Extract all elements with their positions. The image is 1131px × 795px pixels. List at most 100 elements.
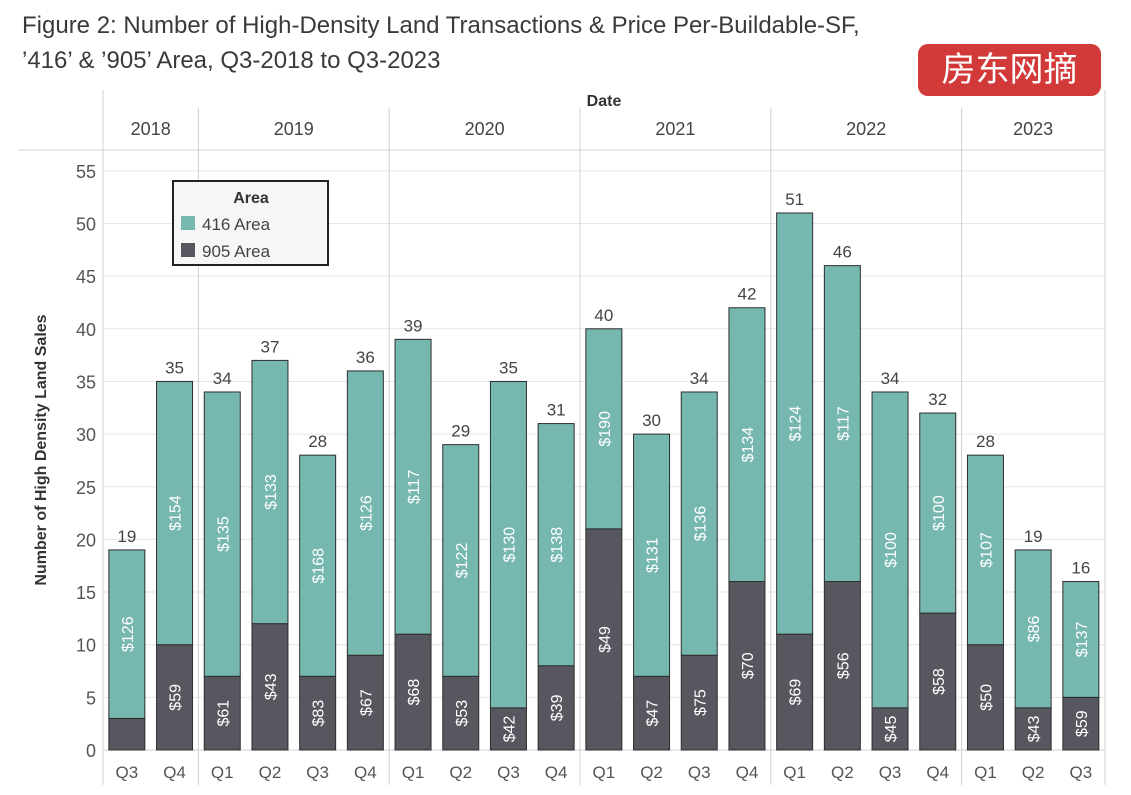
quarter-label: Q4 xyxy=(354,763,377,782)
bar-416-area xyxy=(251,359,289,625)
y-axis-title: Number of High Density Land Sales xyxy=(33,314,50,585)
bar-905-area xyxy=(442,675,480,751)
legend-label-905: 905 Area xyxy=(202,242,271,261)
quarter-label: Q2 xyxy=(449,763,472,782)
price-label-416: $117 xyxy=(835,406,852,441)
bar-total-label: 37 xyxy=(260,337,279,356)
quarter-label: Q1 xyxy=(593,763,616,782)
bar-905-area xyxy=(251,623,289,751)
bar-416-area xyxy=(1062,581,1100,698)
bar-total-label: 28 xyxy=(976,432,995,451)
bar-total-label: 19 xyxy=(117,527,136,546)
bar-416-area xyxy=(203,391,241,677)
bar-total-label: 42 xyxy=(737,285,756,304)
bar-905-area xyxy=(1062,696,1100,751)
quarter-label: Q3 xyxy=(497,763,520,782)
y-tick-label: 20 xyxy=(76,530,96,550)
y-tick-label: 5 xyxy=(86,688,96,708)
price-label-416: $190 xyxy=(597,411,614,447)
price-label-905: $39 xyxy=(549,694,566,721)
year-label: 2018 xyxy=(131,119,171,139)
price-label-416: $100 xyxy=(883,532,900,568)
price-label-905: $43 xyxy=(1026,715,1043,742)
bar-905-area xyxy=(823,581,861,751)
price-label-905: $75 xyxy=(692,689,709,716)
year-label: 2019 xyxy=(274,119,314,139)
price-label-905: $45 xyxy=(883,715,900,742)
date-header-label: Date xyxy=(587,93,622,110)
bar-905-area xyxy=(537,665,575,751)
year-label: 2022 xyxy=(846,119,886,139)
price-label-416: $154 xyxy=(168,495,185,531)
bar-total-label: 40 xyxy=(594,306,613,325)
price-label-416: $130 xyxy=(501,527,518,563)
legend-swatch-416 xyxy=(181,216,195,230)
bar-905-area xyxy=(585,528,623,751)
quarter-label: Q1 xyxy=(783,763,806,782)
bar-416-area xyxy=(728,307,766,583)
price-label-905: $83 xyxy=(311,700,328,727)
y-tick-label: 45 xyxy=(76,267,96,287)
price-label-416: $126 xyxy=(358,495,375,531)
quarter-label: Q4 xyxy=(926,763,949,782)
y-tick-label: 55 xyxy=(76,162,96,182)
bar-416-area xyxy=(108,549,146,719)
bar-416-area xyxy=(1014,549,1052,709)
price-label-905: $59 xyxy=(1074,710,1091,737)
year-label: 2023 xyxy=(1013,119,1053,139)
bar-416-area xyxy=(633,433,671,677)
bar-905-area xyxy=(203,675,241,751)
price-label-905: $69 xyxy=(788,679,805,706)
bar-905-area xyxy=(633,675,671,751)
price-label-905: $59 xyxy=(168,684,185,711)
bar-total-label: 31 xyxy=(547,401,566,420)
price-label-416: $107 xyxy=(978,532,995,568)
bar-total-label: 34 xyxy=(690,369,709,388)
price-label-905: $68 xyxy=(406,679,423,706)
price-label-416: $86 xyxy=(1026,615,1043,642)
quarter-label: Q2 xyxy=(259,763,282,782)
bar-total-label: 16 xyxy=(1071,559,1090,578)
quarter-label: Q1 xyxy=(211,763,234,782)
bar-905-area xyxy=(489,707,527,751)
bar-416-area xyxy=(919,412,957,614)
legend-label-416: 416 Area xyxy=(202,215,271,234)
price-label-905: $50 xyxy=(978,684,995,711)
bar-total-label: 19 xyxy=(1024,527,1043,546)
quarter-label: Q4 xyxy=(736,763,759,782)
quarter-label: Q3 xyxy=(688,763,711,782)
price-label-905: $56 xyxy=(835,652,852,679)
bar-905-area xyxy=(156,644,194,751)
bars-layer: 19 $126 35 $154 $59 34 $135 $61 37 $133 $43 28 $168 $… xyxy=(108,190,1100,751)
bar-total-label: 29 xyxy=(451,422,470,441)
y-tick-label: 0 xyxy=(86,741,96,761)
price-label-416: $131 xyxy=(645,537,662,573)
quarter-label: Q3 xyxy=(116,763,139,782)
price-label-416: $136 xyxy=(692,506,709,542)
bar-416-area xyxy=(823,265,861,583)
legend-box xyxy=(172,180,329,266)
bar-total-label: 32 xyxy=(928,390,947,409)
bar-905-area xyxy=(394,633,432,751)
bar-905-area xyxy=(108,717,146,751)
y-axis: 0 5 10 15 20 25 30 35 40 45 50 55 Number of High Den… xyxy=(33,162,96,761)
y-tick-label: 40 xyxy=(76,320,96,340)
bar-total-label: 30 xyxy=(642,411,661,430)
bar-416-area xyxy=(776,212,814,635)
legend-swatch-905 xyxy=(181,243,195,257)
quarter-label: Q4 xyxy=(545,763,568,782)
bar-total-label: 46 xyxy=(833,243,852,262)
bar-total-label: 39 xyxy=(404,316,423,335)
quarter-label: Q1 xyxy=(974,763,997,782)
price-label-416: $138 xyxy=(549,527,566,563)
bar-416-area xyxy=(489,380,527,709)
bar-416-area xyxy=(156,380,194,646)
bar-416-area xyxy=(346,370,384,656)
quarter-label: Q2 xyxy=(1022,763,1045,782)
price-label-416: $133 xyxy=(263,474,280,510)
bar-416-area xyxy=(394,338,432,635)
y-tick-label: 30 xyxy=(76,425,96,445)
price-label-905: $42 xyxy=(501,715,518,742)
quarter-label: Q3 xyxy=(1070,763,1093,782)
bar-416-area xyxy=(442,444,480,677)
